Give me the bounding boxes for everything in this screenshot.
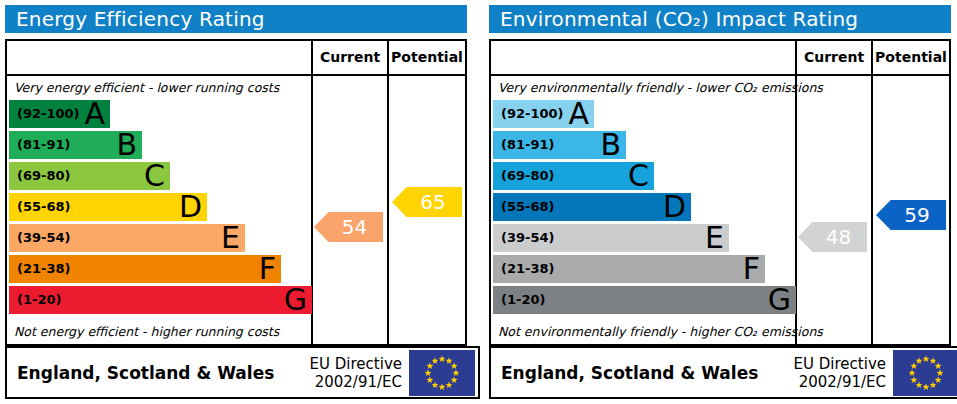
band-f: (21-38) F (493, 255, 765, 283)
band-a: (92-100) A (9, 100, 110, 128)
band-e: (39-54) E (9, 224, 245, 252)
eu-flag-icon (409, 350, 475, 396)
band-letter: C (628, 162, 649, 190)
region-label: England, Scotland & Wales (501, 363, 794, 383)
environmental-impact-panel: Environmental (CO₂) Impact Rating Curren… (489, 5, 951, 399)
band-c: (69-80) C (493, 162, 654, 190)
bottom-note: Not energy efficient - higher running co… (14, 324, 279, 339)
panel-title: Environmental (CO₂) Impact Rating (489, 5, 951, 33)
band-letter: G (284, 286, 307, 314)
band-d: (55-68) D (9, 193, 207, 221)
band-range-label: (92-100) (17, 100, 80, 128)
band-range-label: (21-38) (501, 255, 554, 283)
band-letter: B (600, 131, 621, 159)
band-range-label: (1-20) (17, 286, 61, 314)
band-letter: D (179, 193, 202, 221)
band-range-label: (1-20) (501, 286, 545, 314)
band-letter: D (663, 193, 686, 221)
panel-footer: England, Scotland & Wales EU Directive 2… (489, 346, 957, 399)
band-range-label: (81-91) (501, 131, 554, 159)
eu-directive-label: EU Directive 2002/91/EC (310, 355, 402, 391)
bottom-note: Not environmentally friendly - higher CO… (498, 324, 823, 339)
band-e: (39-54) E (493, 224, 729, 252)
top-note: Very environmentally friendly - lower CO… (498, 80, 823, 95)
band-a: (92-100) A (493, 100, 594, 128)
band-letter: A (84, 100, 105, 128)
energy-rating-table: Current Potential Very energy efficient … (5, 39, 467, 346)
epc-rating-charts: { "colors":{ "header_bg":"#1181c7", "fla… (0, 0, 957, 404)
potential-rating-arrow: 59 (876, 200, 946, 230)
band-range-label: (69-80) (501, 162, 554, 190)
band-f: (21-38) F (9, 255, 281, 283)
band-letter: A (568, 100, 589, 128)
eu-directive-label: EU Directive 2002/91/EC (794, 355, 886, 391)
energy-efficiency-panel: Energy Efficiency Rating Current Potenti… (5, 5, 467, 399)
band-letter: F (743, 255, 760, 283)
band-range-label: (92-100) (501, 100, 564, 128)
eu-flag-icon (893, 350, 957, 396)
panel-footer: England, Scotland & Wales EU Directive 2… (5, 346, 480, 399)
top-note: Very energy efficient - lower running co… (14, 80, 279, 95)
band-range-label: (69-80) (17, 162, 70, 190)
band-letter: E (705, 224, 724, 252)
potential-column-header: Potential (873, 41, 949, 74)
region-label: England, Scotland & Wales (17, 363, 310, 383)
band-g: (1-20) G (493, 286, 796, 314)
band-c: (69-80) C (9, 162, 170, 190)
band-range-label: (21-38) (17, 255, 70, 283)
band-letter: B (116, 131, 137, 159)
band-range-label: (81-91) (17, 131, 70, 159)
column-divider (871, 41, 873, 344)
current-rating-arrow: 54 (314, 212, 383, 242)
current-column-header: Current (313, 41, 387, 74)
header-separator (7, 74, 465, 76)
band-range-label: (55-68) (501, 193, 554, 221)
panel-title: Energy Efficiency Rating (5, 5, 467, 33)
potential-column-header: Potential (389, 41, 465, 74)
band-letter: F (259, 255, 276, 283)
column-divider (387, 41, 389, 344)
band-b: (81-91) B (493, 131, 626, 159)
band-range-label: (55-68) (17, 193, 70, 221)
band-g: (1-20) G (9, 286, 312, 314)
band-letter: C (144, 162, 165, 190)
band-d: (55-68) D (493, 193, 691, 221)
band-letter: G (768, 286, 791, 314)
band-range-label: (39-54) (17, 224, 70, 252)
current-rating-arrow: 48 (798, 222, 867, 252)
header-separator (491, 74, 949, 76)
band-b: (81-91) B (9, 131, 142, 159)
band-range-label: (39-54) (501, 224, 554, 252)
potential-rating-arrow: 65 (392, 187, 462, 217)
co2-rating-table: Current Potential Very environmentally f… (489, 39, 951, 346)
band-letter: E (221, 224, 240, 252)
current-column-header: Current (797, 41, 871, 74)
